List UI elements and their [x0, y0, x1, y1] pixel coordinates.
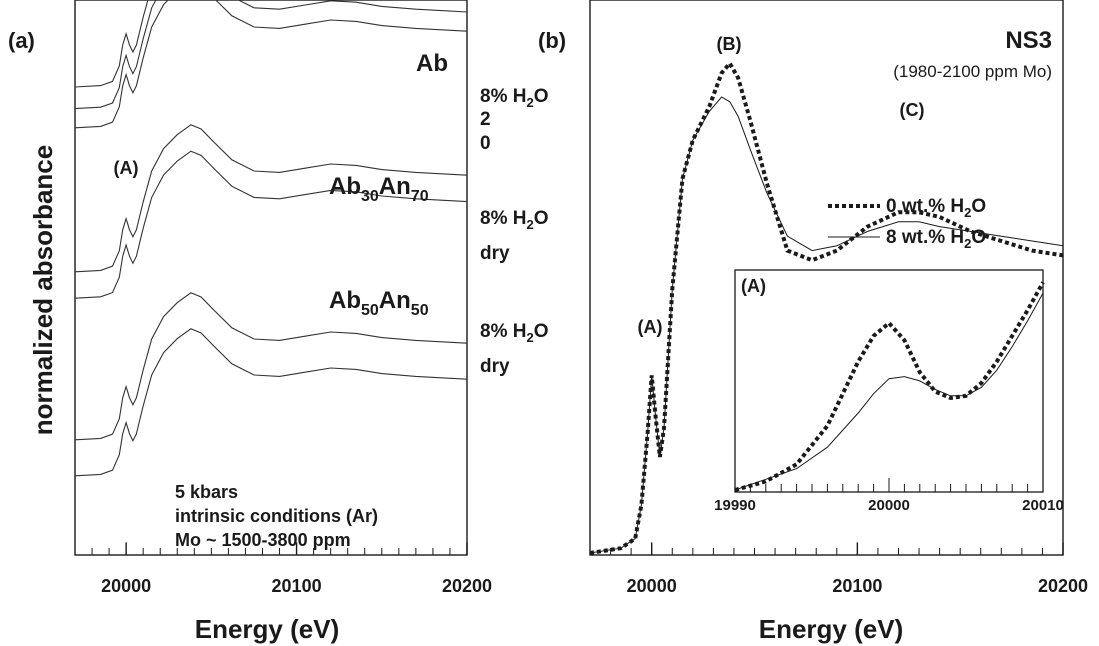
inset-x-ticks: 19990 20000 20010: [714, 478, 1064, 514]
panel-b-legend: 0 wt.% H2O 8 wt.% H2O: [828, 196, 986, 251]
series-label-ab-8: 8% H2O: [480, 86, 548, 110]
x-tick-label: 20000: [101, 576, 151, 596]
panel-a-label: (a): [8, 28, 35, 53]
group-label-ab: Ab: [416, 50, 448, 77]
panel-b-peak-A-label: (A): [638, 317, 663, 337]
panel-a-peak-A-label: (A): [114, 158, 139, 178]
panel-a-x-axis-title: Energy (eV): [195, 614, 340, 644]
panel-a-x-ticks: 20000 20100 20200: [74, 542, 492, 596]
inset-x-tick-label: 20010: [1022, 497, 1064, 514]
panel-a-plot-frame: [74, 0, 468, 556]
group-label-ab30an70: Ab30An70: [329, 173, 429, 205]
inset-label: (A): [741, 276, 766, 296]
legend-label-hydrous: 8 wt.% H2O: [886, 227, 986, 251]
inset-curve-8wt-h2o: [734, 292, 1044, 491]
series-label-ab-0: 0: [480, 133, 491, 154]
note-mo-content: Mo ~ 1500-3800 ppm: [175, 530, 351, 550]
panel-b-x-axis-title: Energy (eV): [759, 614, 904, 644]
panel-b-curves: [589, 59, 1064, 555]
panel-a-y-axis-title: normalized absorbance: [28, 145, 58, 435]
panel-b-title: NS3: [1005, 27, 1052, 54]
inset-curves: [734, 281, 1045, 492]
note-conditions: intrinsic conditions (Ar): [175, 506, 378, 526]
inset-curve-0wt-h2o: [734, 281, 1045, 492]
curve-8wt-h2o: [589, 96, 1064, 554]
curve-ab50-8: [74, 292, 468, 441]
x-tick-label: 20100: [272, 576, 322, 596]
curve-ab30-8: [74, 124, 468, 273]
series-label-ab-2: 2: [480, 109, 491, 130]
curve-ab50-dry: [74, 328, 468, 477]
legend-label-dry: 0 wt.% H2O: [886, 196, 986, 220]
panel-b-peak-B-label: (B): [717, 34, 742, 54]
curve-ab-8: [74, 0, 149, 88]
series-label-ab30-8: 8% H2O: [480, 208, 548, 232]
x-tick-label: 20000: [627, 576, 677, 596]
curve-ab-2: [74, 0, 468, 110]
x-tick-label: 20200: [1038, 576, 1088, 596]
curve-ab-0: [74, 0, 468, 129]
panel-b-subtitle: (1980-2100 ppm Mo): [893, 62, 1052, 81]
group-label-ab50an50: Ab50An50: [329, 287, 429, 319]
inset-x-tick-label: 19990: [714, 497, 756, 514]
panel-b-plot-frame: [589, 0, 1064, 556]
panel-b-inset: (A) 19990 20000 20010: [714, 269, 1064, 514]
x-tick-label: 20100: [832, 576, 882, 596]
curve-ab30-dry: [74, 150, 468, 299]
panel-a-curves: [74, 0, 468, 477]
series-label-ab50-8: 8% H2O: [480, 321, 548, 345]
note-pressure: 5 kbars: [175, 482, 238, 502]
inset-frame: [734, 269, 1044, 493]
series-label-ab50-dry: dry: [480, 356, 510, 377]
panel-b: (b) Energy (eV) 20000 20100 20200 NS3 (198…: [538, 0, 1088, 644]
x-tick-label: 20200: [442, 576, 492, 596]
panel-a: (a) normalized absorbance Energy (eV) 20…: [8, 0, 548, 644]
panel-b-peak-C-label: (C): [900, 100, 925, 120]
series-label-ab30-dry: dry: [480, 243, 510, 264]
inset-x-tick-label: 20000: [868, 497, 910, 514]
panel-b-label: (b): [538, 28, 566, 53]
panel-b-x-ticks: 20000 20100 20200: [589, 542, 1088, 596]
